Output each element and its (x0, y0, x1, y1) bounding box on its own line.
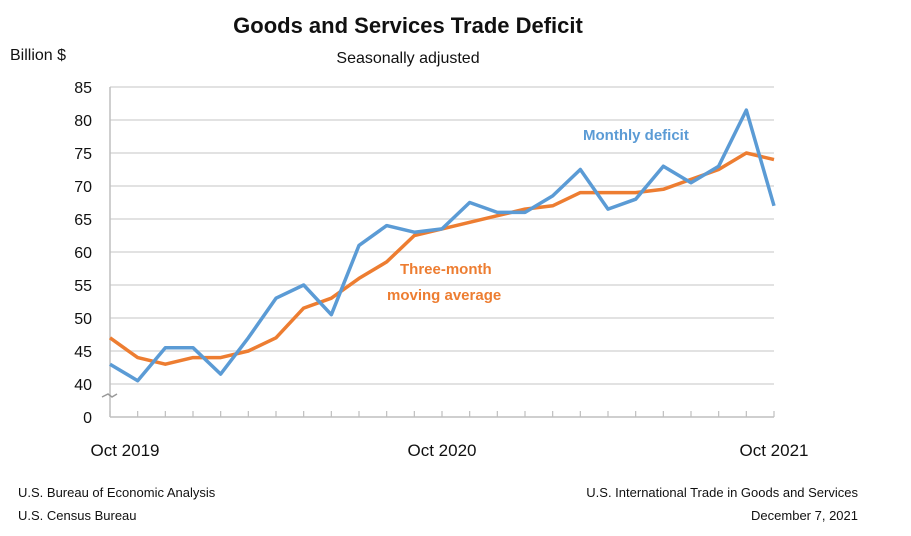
x-tick-label: Oct 2021 (740, 441, 809, 460)
series-label-average-2: moving average (387, 287, 501, 304)
x-tick-label: Oct 2020 (408, 441, 477, 460)
footer-source-2: U.S. Census Bureau (18, 508, 137, 523)
y-tick-label: 50 (74, 311, 92, 328)
series-line-moving-average (108, 151, 775, 366)
y-tick-label: 40 (74, 377, 92, 394)
series-label-average-1: Three-month (400, 261, 492, 278)
series-label-monthly: Monthly deficit (583, 127, 689, 144)
footer-source-1: U.S. Bureau of Economic Analysis (18, 485, 216, 500)
y-tick-label: 85 (74, 80, 92, 97)
y-tick-label: 70 (74, 179, 92, 196)
series-line-monthly-deficit (109, 108, 776, 383)
chart-subtitle: Seasonally adjusted (336, 50, 479, 67)
axis-break-icon (101, 393, 118, 398)
y-tick-label: 60 (74, 245, 92, 262)
footer-release-title: U.S. International Trade in Goods and Se… (586, 485, 858, 500)
footer-release-date: December 7, 2021 (751, 508, 858, 523)
chart-title: Goods and Services Trade Deficit (233, 13, 583, 38)
y-tick-label: 55 (74, 278, 92, 295)
y-tick-label: 65 (74, 212, 92, 229)
y-tick-label: 80 (74, 113, 92, 130)
y-tick-label: 75 (74, 146, 92, 163)
x-tick-label: Oct 2019 (91, 441, 160, 460)
y-axis-label: Billion $ (10, 47, 66, 64)
y-tick-label: 0 (83, 410, 92, 427)
y-tick-label: 45 (74, 344, 92, 361)
